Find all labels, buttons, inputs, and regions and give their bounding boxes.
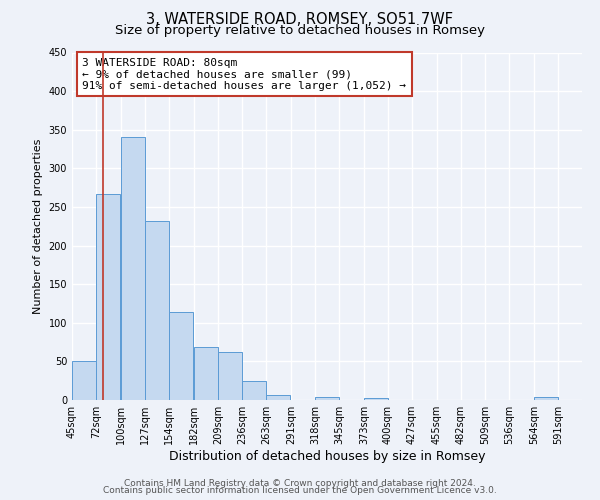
Bar [73,362,95,400]
Bar [364,398,388,400]
X-axis label: Distribution of detached houses by size in Romsey: Distribution of detached houses by size … [169,450,485,463]
Y-axis label: Number of detached properties: Number of detached properties [33,138,43,314]
Bar [266,394,290,400]
Bar [242,380,266,400]
Bar [145,221,169,400]
Bar [169,312,193,400]
Text: 3, WATERSIDE ROAD, ROMSEY, SO51 7WF: 3, WATERSIDE ROAD, ROMSEY, SO51 7WF [146,12,454,28]
Text: Contains public sector information licensed under the Open Government Licence v3: Contains public sector information licen… [103,486,497,495]
Bar [534,397,557,400]
Bar [194,348,218,400]
Bar [121,138,145,400]
Text: Contains HM Land Registry data © Crown copyright and database right 2024.: Contains HM Land Registry data © Crown c… [124,478,476,488]
Text: 3 WATERSIDE ROAD: 80sqm
← 9% of detached houses are smaller (99)
91% of semi-det: 3 WATERSIDE ROAD: 80sqm ← 9% of detached… [82,58,406,91]
Bar [97,194,120,400]
Text: Size of property relative to detached houses in Romsey: Size of property relative to detached ho… [115,24,485,37]
Bar [316,397,338,400]
Bar [218,352,242,400]
